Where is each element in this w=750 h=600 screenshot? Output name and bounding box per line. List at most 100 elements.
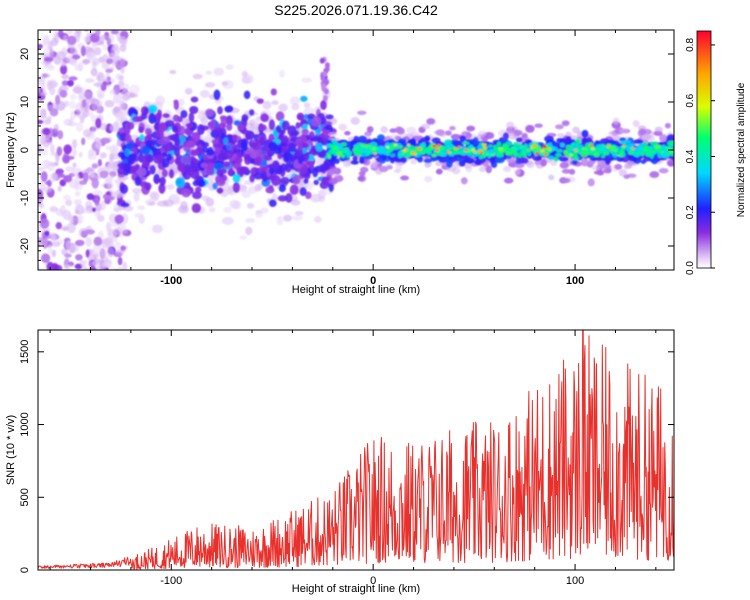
spectrogram-cell [194,186,202,193]
spectrogram-cell [484,131,495,140]
spectrogram-cell [344,150,353,156]
spectrogram-cell [39,202,45,209]
spectrogram-cell [303,178,309,184]
spectrogram-cell [213,89,221,101]
spectrogram-cell [357,110,367,115]
spectrogram-cell [49,49,55,59]
spectrogram-cell [572,126,580,134]
spectrogram-cell [205,70,212,75]
spectrogram-cell [581,129,589,138]
spectrogram-cell [452,148,459,153]
x-tick-label: -100 [160,575,182,587]
spectrogram-cell [182,156,192,164]
spectrogram-cell [117,162,126,169]
spectrogram-cell [63,144,73,155]
spectrogram-cell [526,160,535,169]
spectrogram-cell [167,162,176,171]
spectrogram-cell [327,154,332,160]
spectrogram-cell [122,166,130,176]
spectrogram-cell [271,160,280,170]
spectrogram-cell [544,152,548,156]
spectrogram-cell [93,82,104,87]
spectrogram-cell [633,139,644,144]
spectrogram-cell [91,163,99,169]
spectrogram-cell [125,133,132,144]
spectrogram-cell [143,107,149,115]
spectrogram-cell [91,125,96,135]
spectrogram-cell [473,150,478,154]
spectrogram-cell [548,174,555,181]
spectrogram-cell [157,138,166,145]
spectrogram-cell [561,120,570,127]
spectrogram-cell [432,144,437,148]
spectrogram-cell [377,151,384,155]
spectrogram-cell [217,106,223,115]
spectrogram-cell [241,190,251,199]
spectrogram-cell [208,120,216,131]
spectrogram-cell [295,122,301,129]
spectrogram-cell [271,100,279,106]
spectrogram-cell [385,145,390,149]
spectrogram-cell [268,166,275,175]
spectrogram-cell [72,86,83,94]
spectrogram-cell [69,93,77,100]
spectrogram-cell [319,163,327,171]
spectrogram-cell [55,222,63,230]
spectrogram-cell [41,73,48,78]
spectrogram-cell [389,153,396,158]
spectrogram-cell [168,168,175,179]
spectrogram-cell [78,228,88,238]
spectrogram-cell [102,44,108,51]
spectrogram-cell [297,140,304,150]
spectrogram-cell [188,112,195,123]
spectrogram-cell [573,148,578,152]
spectrogram-cell [109,267,116,270]
spectrogram-cell [102,260,113,268]
spectrogram-cell [521,132,528,139]
spectrogram-cell [547,155,555,160]
spectrogram-cell [183,182,191,191]
spectrogram-cell [478,149,483,153]
spectrogram-cell [132,115,141,123]
spectrogram-cell [454,146,458,150]
spectrogram-cell [66,35,77,45]
spectrogram-cell [465,132,472,139]
spectrogram-cell [105,145,111,151]
y-tick-label: 0 [19,147,31,153]
spectrogram-cell [632,120,640,128]
spectrogram-cell [48,40,53,51]
colorbar-tick-label: 0.0 [685,261,696,275]
spectrogram-cell [372,147,376,151]
spectrogram-cell [514,146,522,151]
spectrogram-cell [74,263,83,270]
spectrogram-cell [85,237,93,247]
spectrogram-cell [220,132,226,140]
spectrogram-cell [82,128,92,138]
spectrogram-cell [42,240,48,249]
spectrogram-cell [189,106,199,114]
spectrogram-cell [556,133,565,138]
spectrogram-cell [276,215,284,226]
y-tick-label: -20 [19,238,31,254]
spectrogram-cell [380,126,388,134]
spectrogram-cell [38,166,45,171]
spectrogram-cell [488,144,493,148]
spectrogram-cell [95,140,103,150]
spectrogram-cell [86,51,97,61]
spectrogram-cell [53,123,59,133]
spectrogram-cell [589,144,594,147]
spectrogram-cell [324,78,330,85]
spectrogram-cell [669,152,674,156]
spectrogram-cell [192,132,201,142]
spectrogram-cell [612,117,620,125]
spectrogram-cell [119,44,127,52]
spectrogram-cell [290,130,300,136]
spectrogram-cell [200,162,208,168]
spectrogram-cell [352,156,358,161]
spectrogram-cell [91,207,97,213]
spectrogram-cell [603,151,610,156]
spectrogram-cell [147,201,156,206]
spectrogram-cell [435,129,445,136]
y-tick-label: 0 [19,567,31,573]
spectrogram-cell [268,141,278,152]
